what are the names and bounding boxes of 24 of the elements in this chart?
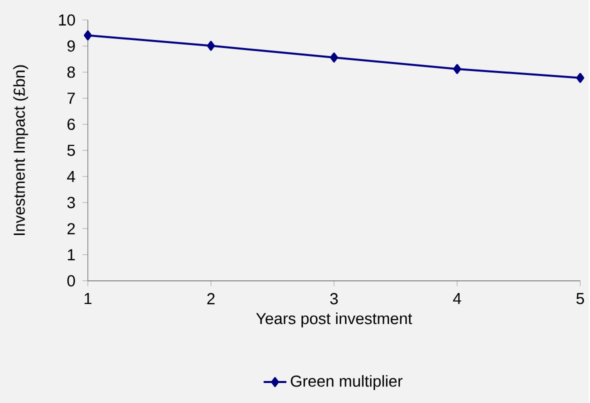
legend-label: Green multiplier	[290, 374, 402, 390]
y-tick-label: 10	[59, 14, 75, 26]
x-axis-title: Years post investment	[256, 312, 412, 328]
y-tick-label: 2	[68, 222, 75, 234]
x-tick-label: 4	[453, 292, 462, 304]
point	[453, 64, 462, 74]
y-tick-label: 6	[68, 118, 75, 130]
y-tick-label: 0	[67, 275, 75, 286]
y-tick-label: 9	[67, 40, 75, 52]
point	[84, 30, 92, 40]
point	[330, 52, 338, 62]
y-tick-label: 7	[68, 92, 75, 104]
x-tick-label: 3	[330, 292, 338, 304]
y-tick-label: 4	[67, 170, 76, 182]
y-tick-label: 8	[67, 66, 75, 78]
y-tick-label: 3	[67, 196, 75, 208]
point	[576, 72, 584, 83]
x-tick-label: 5	[576, 292, 584, 304]
y-axis-title: Investment Impact (£bn)	[13, 65, 28, 235]
x-tick-label: 2	[207, 292, 215, 304]
x-tick-label: 1	[84, 292, 92, 304]
y-tick-label: 5	[67, 144, 75, 156]
point	[206, 40, 215, 51]
y-tick-label: 1	[68, 249, 75, 260]
